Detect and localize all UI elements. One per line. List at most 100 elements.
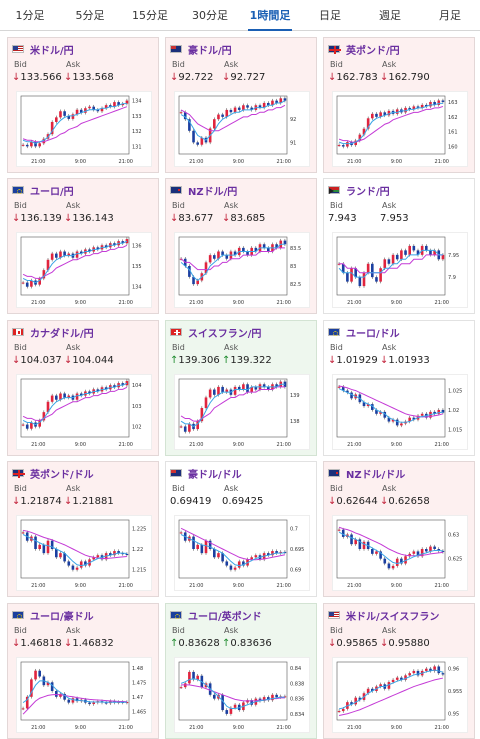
- candle-body: [208, 255, 212, 263]
- price-chart[interactable]: 92 91 21:00 9:00 21:00: [174, 91, 310, 167]
- candle-body: [75, 698, 79, 702]
- candle-body: [408, 553, 411, 557]
- pair-name-link[interactable]: スイスフラン/円: [188, 328, 262, 340]
- tab-1[interactable]: 5分足: [75, 9, 105, 22]
- pair-name-link[interactable]: カナダドル/円: [30, 328, 94, 340]
- y-tick-label: 161: [448, 130, 458, 136]
- tab-0[interactable]: 1分足: [15, 9, 45, 22]
- tab-3[interactable]: 30分足: [192, 9, 228, 22]
- tab-6[interactable]: 週足: [379, 9, 401, 22]
- ask-label: Ask: [382, 626, 397, 635]
- currency-card[interactable]: 米ドル/スイスフラン Bid Ask ↓0.95865 ↓0.95880 0.96 0.95…: [323, 603, 475, 739]
- candle-body: [242, 105, 245, 110]
- pair-name-link[interactable]: 英ポンド/ドル: [30, 469, 94, 481]
- currency-card[interactable]: ユーロ/円 Bid Ask ↓136.139 ↓136.143 136 135 134 21:0…: [7, 178, 159, 314]
- candle-body: [271, 551, 274, 556]
- candle-body: [213, 694, 216, 699]
- bid-value: 0.83628: [178, 638, 220, 649]
- ask-value: 133.568: [72, 72, 114, 83]
- price-chart[interactable]: 0.96 0.955 0.95 21:00 9:00 21:00: [332, 657, 468, 733]
- candle-body: [30, 141, 33, 147]
- candle-body: [96, 555, 100, 558]
- pair-name-link[interactable]: NZドル/円: [188, 186, 238, 198]
- currency-card[interactable]: 英ポンド/ドル Bid Ask ↓1.21874 ↓1.21881 1.225 1.22 1.…: [7, 461, 159, 597]
- price-chart[interactable]: 134 133 132 131 21:00 9:00 21:00: [16, 91, 152, 167]
- price-chart[interactable]: 1.225 1.22 1.215 21:00 9:00 21:00: [16, 515, 152, 591]
- currency-card[interactable]: カナダドル/円 Bid Ask ↓104.037 ↓104.044 104 103 102 21…: [7, 320, 159, 456]
- price-chart[interactable]: 163 162 161 160 21:00 9:00 21:00: [332, 91, 468, 167]
- candle-body: [75, 393, 79, 400]
- ma-short-line: [338, 669, 444, 710]
- price-chart[interactable]: 1.48 1.475 1.47 1.465 21:00 9:00 21:00: [16, 657, 152, 733]
- currency-card[interactable]: 豪ドル/円 Bid Ask ↓92.722 ↓92.727 92 91 21:00 9:00 21…: [165, 37, 317, 173]
- currency-card[interactable]: ユーロ/豪ドル Bid Ask ↓1.46818 ↓1.46832 1.48 1.475 1.…: [7, 603, 159, 739]
- price-chart[interactable]: 139 138 21:00 9:00 21:00: [174, 374, 310, 450]
- pair-name-link[interactable]: ユーロ/英ポンド: [188, 611, 262, 623]
- currency-card[interactable]: 米ドル/円 Bid Ask ↓133.566 ↓133.568 134 133 132 131 2…: [7, 37, 159, 173]
- candle-body: [67, 253, 71, 256]
- candle-body: [362, 128, 366, 135]
- tab-5[interactable]: 日足: [319, 9, 341, 22]
- candle-body: [242, 247, 245, 252]
- candle-body: [404, 250, 407, 255]
- pair-name-link[interactable]: ランド/円: [346, 186, 390, 198]
- price-chart[interactable]: 104 103 102 21:00 9:00 21:00: [16, 374, 152, 450]
- candle-body: [246, 251, 249, 256]
- y-tick-label: 102: [132, 425, 142, 431]
- ask-label: Ask: [66, 60, 81, 69]
- y-tick-label: 1.465: [132, 709, 146, 715]
- price-chart[interactable]: 1.025 1.02 1.015 21:00 9:00 21:00: [332, 374, 468, 450]
- candle-body: [387, 259, 391, 264]
- candle-body: [34, 141, 37, 147]
- price-chart[interactable]: 136 135 134 21:00 9:00 21:00: [16, 232, 152, 308]
- currency-card[interactable]: ランド/円 Bid Ask 7.943 7.953 7.95 7.9 21:00 9:00 21:…: [323, 178, 475, 314]
- currency-card[interactable]: 英ポンド/円 Bid Ask ↓162.783 ↓162.790 163 162 161 160…: [323, 37, 475, 173]
- currency-card[interactable]: NZドル/ドル Bid Ask ↓0.62644 ↓0.62658 0.63 0.625 21…: [323, 461, 475, 597]
- ma-short-line: [22, 382, 128, 426]
- y-tick-label: 132: [132, 129, 142, 135]
- tab-2[interactable]: 15分足: [132, 9, 168, 22]
- pair-name-link[interactable]: 豪ドル/円: [188, 45, 232, 57]
- ask-value: 1.01933: [388, 355, 430, 366]
- candle-body: [416, 106, 420, 108]
- pair-name-link[interactable]: 米ドル/円: [30, 45, 74, 57]
- candle-body: [395, 109, 399, 114]
- currency-card[interactable]: ユーロ/英ポンド Bid Ask ↑0.83628 ↑0.83636 0.84 0.838 0…: [165, 603, 317, 739]
- candle-body: [371, 113, 374, 119]
- pair-name-link[interactable]: 英ポンド/円: [346, 45, 400, 57]
- currency-card[interactable]: NZドル/円 Bid Ask ↓83.677 ↓83.685 83.5 83 82.5 21:0…: [165, 178, 317, 314]
- candle-body: [425, 104, 428, 107]
- candle-body: [88, 106, 91, 109]
- currency-card[interactable]: ユーロ/ドル Bid Ask ↓1.01929 ↓1.01933 1.025 1.02 1.0…: [323, 320, 475, 456]
- price-chart[interactable]: 83.5 83 82.5 21:00 9:00 21:00: [174, 232, 310, 308]
- card-header: カナダドル/円: [12, 325, 94, 340]
- tab-4[interactable]: 1時間足: [240, 0, 300, 31]
- currency-card[interactable]: 豪ドル/ドル Bid Ask 0.69419 0.69425 0.7 0.695 0.69 21…: [165, 461, 317, 597]
- pair-name-link[interactable]: 豪ドル/ドル: [188, 469, 242, 481]
- candle-body: [379, 268, 382, 282]
- candle-body: [196, 421, 199, 430]
- price-chart[interactable]: 0.7 0.695 0.69 21:00 9:00 21:00: [174, 515, 310, 591]
- price-chart[interactable]: 0.84 0.838 0.836 0.834 21:00 9:00 21:00: [174, 657, 310, 733]
- candle-body: [412, 551, 416, 554]
- candle-body: [179, 687, 183, 689]
- price-chart[interactable]: 7.95 7.9 21:00 9:00 21:00: [332, 232, 468, 308]
- pair-name-link[interactable]: ユーロ/豪ドル: [30, 611, 94, 623]
- currency-card[interactable]: スイスフラン/円 Bid Ask ↑139.306 ↑139.322 139 138 21:0…: [165, 320, 317, 456]
- ma-short-line: [180, 243, 285, 282]
- chart-svg: 1.48 1.475 1.47 1.465 21:00 9:00 21:00: [20, 661, 146, 731]
- ask-value: 0.83636: [230, 638, 272, 649]
- pair-name-link[interactable]: ユーロ/ドル: [346, 328, 400, 340]
- tab-7[interactable]: 月足: [439, 9, 461, 22]
- pair-name-link[interactable]: 米ドル/スイスフラン: [346, 611, 440, 623]
- y-tick-label: 134: [132, 285, 142, 291]
- pair-name-link[interactable]: ユーロ/円: [30, 186, 74, 198]
- pair-name-link[interactable]: NZドル/ドル: [346, 469, 406, 481]
- price-chart[interactable]: 0.63 0.625 21:00 9:00 21:00: [332, 515, 468, 591]
- candle-body: [229, 565, 233, 570]
- arrow-down-icon: ↓: [12, 213, 21, 224]
- quote-labels: Bid Ask: [14, 343, 80, 352]
- candle-body: [400, 677, 403, 680]
- y-tick-label: 0.96: [448, 667, 459, 673]
- bid-value: 133.566: [20, 72, 62, 83]
